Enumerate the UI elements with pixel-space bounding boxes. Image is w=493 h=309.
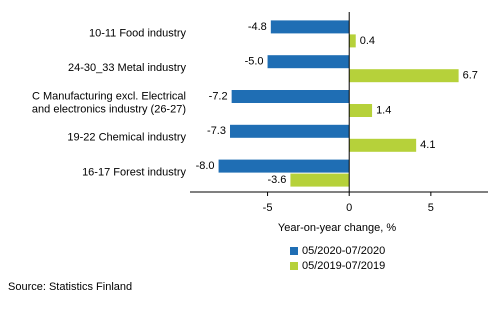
x-tick-label: 0 [346,202,352,214]
value-label: 4.1 [420,139,435,151]
legend-label: 05/2020-07/2020 [302,245,385,257]
bar [349,69,459,83]
bar [349,34,356,48]
bar [218,159,350,173]
bar [231,90,350,103]
bar [230,124,350,138]
value-label: 0.4 [360,35,375,47]
source: Source: Statistics Finland [8,281,132,293]
value-label: 1.4 [376,104,391,116]
value-label: -5.0 [245,56,264,68]
value-label: 6.7 [463,70,478,82]
y-tick-label: 16-17 Forest industry [82,167,186,179]
value-label: -7.2 [209,90,228,102]
legend-label: 05/2019-07/2019 [302,260,385,272]
bar [270,20,350,34]
value-label: -3.6 [267,174,286,186]
legend-swatch [290,247,298,255]
y-tick-label: 10-11 Food industry [89,27,187,39]
bar [267,55,350,69]
value-label: -7.3 [207,125,226,137]
bar [349,138,417,152]
legend-swatch [290,262,298,270]
value-label: -4.8 [248,21,267,33]
bar [349,104,373,117]
x-tick-label: 5 [428,202,434,214]
y-tick-label: 24-30_33 Metal industry [68,62,187,74]
value-label: -8.0 [196,160,215,172]
y-tick-label: C Manufacturing excl. Electrical and elec… [32,90,186,115]
bar [290,173,350,187]
y-tick-label: 19-22 Chemical industry [67,132,186,144]
x-axis-title: Year-on-year change, % [278,222,396,234]
x-tick-label: -5 [263,202,273,214]
